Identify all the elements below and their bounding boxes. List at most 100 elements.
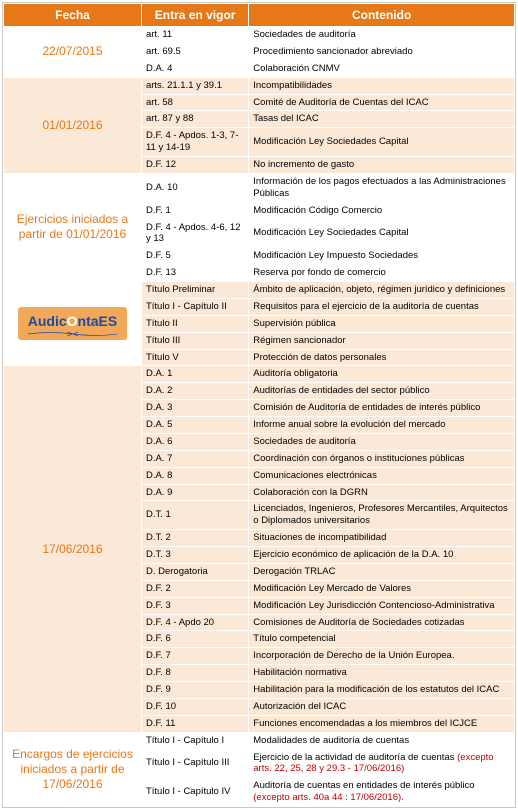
contenido-text: Ejercicio de la actividad de auditoría d… xyxy=(253,752,457,763)
vigor-cell: D.F. 13 xyxy=(141,265,248,282)
vigor-cell: D. Derogatoria xyxy=(141,563,248,580)
vigor-cell: Título II xyxy=(141,315,248,332)
vigor-cell: D.F. 2 xyxy=(141,580,248,597)
contenido-cell: Incompatibilidades xyxy=(249,77,515,94)
vigor-cell: Título III xyxy=(141,332,248,349)
vigor-cell: D.F. 6 xyxy=(141,631,248,648)
legal-table: Fecha Entra en vigor Contenido 22/07/201… xyxy=(3,3,515,807)
header-fecha: Fecha xyxy=(4,4,142,27)
contenido-cell: Sociedades de auditoría xyxy=(249,433,515,450)
contenido-cell: Ejercicio económico de aplicación de la … xyxy=(249,547,515,564)
contenido-cell: Colaboración CNMV xyxy=(249,60,515,77)
contenido-cell: Habilitación normativa xyxy=(249,665,515,682)
vigor-cell: D.A. 4 xyxy=(141,60,248,77)
vigor-cell: Título I - Capítulo IV xyxy=(141,778,248,807)
contenido-cell: Modificación Ley Sociedades Capital xyxy=(249,128,515,157)
contenido-cell: Licenciados, Ingenieros, Profesores Merc… xyxy=(249,501,515,530)
table-row: Ejercicios iniciados a partir de 01/01/2… xyxy=(4,173,515,202)
contenido-cell: Tasas del ICAC xyxy=(249,111,515,128)
vigor-cell: Título I - Capítulo II xyxy=(141,298,248,315)
header-vigor: Entra en vigor xyxy=(141,4,248,27)
contenido-text: Auditoría de cuentas en entidades de int… xyxy=(253,780,474,791)
contenido-cell: Habilitación para la modificación de los… xyxy=(249,682,515,699)
contenido-cell: Modificación Ley Impuesto Sociedades xyxy=(249,248,515,265)
contenido-cell: Modificación Ley Sociedades Capital xyxy=(249,219,515,248)
contenido-cell: Funciones encomendadas a los miembros de… xyxy=(249,715,515,732)
fecha-cell: 22/07/2015 xyxy=(4,27,142,78)
contenido-cell: Auditoría obligatoria xyxy=(249,366,515,383)
vigor-cell: D.F. 9 xyxy=(141,682,248,699)
vigor-cell: D.F. 12 xyxy=(141,157,248,174)
vigor-cell: D.F. 5 xyxy=(141,248,248,265)
contenido-cell: Procedimiento sancionador abreviado xyxy=(249,43,515,60)
fecha-cell: 01/01/2016 xyxy=(4,77,142,173)
vigor-cell: D.A. 3 xyxy=(141,400,248,417)
contenido-cell: Modificación Ley Jurisdicción Contencios… xyxy=(249,597,515,614)
audicontaes-logo: AudicOntaES xyxy=(18,307,127,341)
vigor-cell: D.A. 2 xyxy=(141,383,248,400)
contenido-cell: Modificación Código Comercio xyxy=(249,202,515,219)
contenido-cell: Situaciones de incompatibilidad xyxy=(249,530,515,547)
contenido-cell: Información de los pagos efectuados a la… xyxy=(249,173,515,202)
logo-cell: AudicOntaES xyxy=(4,282,142,366)
contenido-cell: Protección de datos personales xyxy=(249,349,515,366)
excepto-text: (excepto arts. 40a 44 : 17/06/2016). xyxy=(253,792,404,803)
contenido-cell: Auditorías de entidades del sector públi… xyxy=(249,383,515,400)
contenido-cell: Incorporación de Derecho de la Unión Eur… xyxy=(249,648,515,665)
vigor-cell: art. 11 xyxy=(141,27,248,44)
vigor-cell: D.A. 9 xyxy=(141,484,248,501)
vigor-cell: D.T. 2 xyxy=(141,530,248,547)
vigor-cell: D.F. 7 xyxy=(141,648,248,665)
contenido-cell: Ejercicio de la actividad de auditoría d… xyxy=(249,749,515,778)
contenido-cell: Informe anual sobre la evolución del mer… xyxy=(249,417,515,434)
vigor-cell: D.F. 8 xyxy=(141,665,248,682)
vigor-cell: D.F. 1 xyxy=(141,202,248,219)
contenido-cell: Coordinación con órganos o instituciones… xyxy=(249,450,515,467)
vigor-cell: D.A. 8 xyxy=(141,467,248,484)
table-row: 22/07/2015art. 11Sociedades de auditoría xyxy=(4,27,515,44)
vigor-cell: D.A. 6 xyxy=(141,433,248,450)
contenido-cell: Comisión de Auditoría de entidades de in… xyxy=(249,400,515,417)
contenido-cell: Ámbito de aplicación, objeto, régimen ju… xyxy=(249,282,515,299)
fecha-cell: 17/06/2016 xyxy=(4,366,142,732)
contenido-cell: Requisitos para el ejercicio de la audit… xyxy=(249,298,515,315)
contenido-cell: Comunicaciones electrónicas xyxy=(249,467,515,484)
contenido-cell: Reserva por fondo de comercio xyxy=(249,265,515,282)
header-contenido: Contenido xyxy=(249,4,515,27)
contenido-cell: Colaboración con la DGRN xyxy=(249,484,515,501)
vigor-cell: D.F. 4 - Apdos. 4-6, 12 y 13 xyxy=(141,219,248,248)
table-container: Fecha Entra en vigor Contenido 22/07/201… xyxy=(2,2,516,808)
contenido-cell: Supervisión pública xyxy=(249,315,515,332)
vigor-cell: Título V xyxy=(141,349,248,366)
contenido-cell: Comité de Auditoría de Cuentas del ICAC xyxy=(249,94,515,111)
contenido-cell: Régimen sancionador xyxy=(249,332,515,349)
contenido-cell: No incremento de gasto xyxy=(249,157,515,174)
vigor-cell: D.F. 11 xyxy=(141,715,248,732)
vigor-cell: D.A. 1 xyxy=(141,366,248,383)
vigor-cell: Título I - Capítulo III xyxy=(141,749,248,778)
table-row: 01/01/2016arts. 21.1.1 y 39.1Incompatibi… xyxy=(4,77,515,94)
vigor-cell: art. 69.5 xyxy=(141,43,248,60)
contenido-cell: Sociedades de auditoría xyxy=(249,27,515,44)
vigor-cell: art. 58 xyxy=(141,94,248,111)
table-row: AudicOntaESTítulo PreliminarÁmbito de ap… xyxy=(4,282,515,299)
contenido-cell: Modalidades de auditoría de cuentas xyxy=(249,732,515,749)
contenido-cell: Comisiones de Auditoría de Sociedades co… xyxy=(249,614,515,631)
vigor-cell: D.F. 4 - Apdos. 1-3, 7-11 y 14-19 xyxy=(141,128,248,157)
contenido-cell: Auditoría de cuentas en entidades de int… xyxy=(249,778,515,807)
contenido-cell: Título competencial xyxy=(249,631,515,648)
contenido-cell: Derogación TRLAC xyxy=(249,563,515,580)
vigor-cell: D.A. 10 xyxy=(141,173,248,202)
vigor-cell: D.F. 4 - Apdo 20 xyxy=(141,614,248,631)
vigor-cell: D.A. 7 xyxy=(141,450,248,467)
vigor-cell: D.T. 1 xyxy=(141,501,248,530)
vigor-cell: Título Preliminar xyxy=(141,282,248,299)
table-row: Encargos de ejercicios iniciados a parti… xyxy=(4,732,515,749)
contenido-cell: Modificación Ley Mercado de Valores xyxy=(249,580,515,597)
vigor-cell: arts. 21.1.1 y 39.1 xyxy=(141,77,248,94)
contenido-cell: Autorización del ICAC xyxy=(249,698,515,715)
fecha-cell: Ejercicios iniciados a partir de 01/01/2… xyxy=(4,173,142,281)
table-row: 17/06/2016D.A. 1Auditoría obligatoria xyxy=(4,366,515,383)
fecha-cell: Encargos de ejercicios iniciados a parti… xyxy=(4,732,142,806)
vigor-cell: D.F. 3 xyxy=(141,597,248,614)
